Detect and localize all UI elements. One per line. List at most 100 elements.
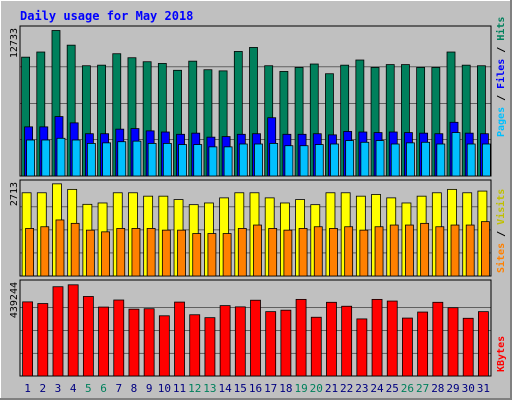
x-tick-label-day-14: 14 bbox=[218, 382, 232, 395]
x-tick-label-day-26: 26 bbox=[401, 382, 414, 395]
panel-hits-files-pages: 12733 bbox=[9, 25, 492, 177]
bar-kbytes-day-19 bbox=[295, 298, 307, 377]
x-tick-label-day-6: 6 bbox=[100, 382, 107, 395]
bar-sites-day-7 bbox=[116, 228, 126, 277]
bar-sites-day-21 bbox=[329, 228, 338, 277]
bar-kbytes-day-28 bbox=[432, 301, 444, 377]
bar-sites-day-27 bbox=[420, 222, 430, 277]
bar-kbytes-day-27 bbox=[417, 311, 429, 377]
bar-sites-day-1 bbox=[25, 228, 34, 277]
bar-pages-day-3 bbox=[56, 137, 66, 177]
bar-pages-day-28 bbox=[436, 143, 446, 177]
x-tick-label-day-10: 10 bbox=[158, 382, 171, 395]
panel-max-label: 12733 bbox=[9, 28, 20, 58]
panel-visits-sites: 2713 bbox=[9, 179, 492, 277]
bar-kbytes-day-20 bbox=[310, 316, 322, 377]
bar-kbytes-day-26 bbox=[402, 317, 413, 377]
bar-kbytes-day-8 bbox=[128, 308, 140, 377]
bar-pages-day-2 bbox=[41, 139, 51, 177]
x-tick-label-day-5: 5 bbox=[85, 382, 92, 395]
x-tick-label-day-18: 18 bbox=[279, 382, 292, 395]
bar-pages-day-23 bbox=[360, 141, 370, 177]
bar-sites-day-14 bbox=[222, 233, 232, 277]
bar-pages-day-21 bbox=[330, 143, 339, 177]
bar-pages-day-18 bbox=[284, 145, 294, 177]
bar-pages-day-16 bbox=[254, 143, 263, 177]
bar-pages-day-10 bbox=[162, 143, 172, 177]
x-tick-label-day-3: 3 bbox=[55, 382, 62, 395]
bar-kbytes-day-5 bbox=[82, 296, 94, 377]
x-tick-label-day-20: 20 bbox=[310, 382, 323, 395]
bar-sites-day-5 bbox=[85, 229, 95, 277]
bar-kbytes-day-7 bbox=[113, 299, 125, 377]
x-tick-label-day-17: 17 bbox=[264, 382, 277, 395]
legend-item-hits: Hits bbox=[495, 17, 507, 41]
bar-pages-day-27 bbox=[421, 141, 431, 177]
bar-pages-day-19 bbox=[299, 145, 309, 177]
bar-kbytes-day-23 bbox=[356, 318, 368, 377]
bar-pages-day-20 bbox=[314, 144, 324, 177]
bar-sites-day-2 bbox=[40, 226, 50, 277]
bar-pages-day-5 bbox=[86, 143, 96, 177]
bar-kbytes-day-12 bbox=[189, 314, 201, 377]
bar-sites-day-28 bbox=[435, 226, 445, 277]
bar-pages-day-7 bbox=[117, 141, 127, 177]
x-tick-label-day-16: 16 bbox=[249, 382, 262, 395]
bar-pages-day-14 bbox=[223, 146, 233, 177]
x-tick-label-day-27: 27 bbox=[416, 382, 429, 395]
bar-pages-day-24 bbox=[375, 140, 385, 177]
bar-kbytes-day-15 bbox=[234, 306, 246, 377]
bar-pages-day-13 bbox=[208, 146, 218, 177]
x-tick-label-day-9: 9 bbox=[146, 382, 153, 395]
bar-kbytes-day-17 bbox=[265, 311, 277, 377]
chart-title: Daily usage for May 2018 bbox=[20, 9, 193, 23]
bar-sites-day-3 bbox=[55, 219, 65, 277]
bar-sites-day-30 bbox=[465, 224, 475, 277]
bar-pages-day-30 bbox=[466, 143, 476, 177]
bar-kbytes-day-22 bbox=[341, 305, 353, 377]
x-tick-label-day-15: 15 bbox=[234, 382, 247, 395]
bar-kbytes-day-18 bbox=[280, 309, 292, 377]
bar-sites-day-15 bbox=[237, 228, 247, 277]
bar-kbytes-day-21 bbox=[326, 301, 337, 377]
bar-sites-day-8 bbox=[131, 228, 141, 277]
x-tick-label-day-25: 25 bbox=[386, 382, 399, 395]
bar-kbytes-day-11 bbox=[174, 301, 185, 377]
bar-sites-day-18 bbox=[283, 229, 293, 277]
legend-item-kbytes: KBytes bbox=[496, 336, 507, 372]
x-tick-label-day-2: 2 bbox=[39, 382, 46, 395]
bar-pages-day-6 bbox=[102, 142, 111, 177]
legend-item-files: Files bbox=[495, 59, 507, 89]
x-axis-labels: 1 2 3 4 5 6 7 8 9 10 11 12 13 14 15 16 17 18 19 20 21 22 23 24 2… bbox=[24, 382, 490, 395]
bar-kbytes-day-25 bbox=[386, 300, 398, 377]
bar-kbytes-day-6 bbox=[98, 306, 109, 377]
legend-visits-sites: Sites / Visits bbox=[495, 189, 507, 273]
bar-sites-day-13 bbox=[207, 233, 217, 277]
series-pages bbox=[26, 132, 491, 177]
bar-sites-day-20 bbox=[313, 226, 323, 277]
bar-sites-day-31 bbox=[481, 221, 490, 277]
bar-sites-day-16 bbox=[253, 224, 262, 277]
bar-sites-day-9 bbox=[146, 228, 156, 277]
legend-item-sites: Sites bbox=[495, 243, 507, 273]
x-tick-label-day-28: 28 bbox=[431, 382, 444, 395]
bar-kbytes-day-14 bbox=[219, 305, 231, 377]
x-tick-label-day-24: 24 bbox=[370, 382, 384, 395]
x-tick-label-day-31: 31 bbox=[477, 382, 490, 395]
bar-pages-day-31 bbox=[482, 143, 491, 177]
x-tick-label-day-1: 1 bbox=[24, 382, 31, 395]
bar-kbytes-day-16 bbox=[250, 299, 261, 377]
bar-kbytes-day-4 bbox=[67, 284, 79, 377]
bar-kbytes-day-29 bbox=[447, 307, 459, 377]
bar-sites-day-24 bbox=[374, 226, 384, 277]
legend-hits-files-pages: Pages / Files / Hits bbox=[495, 17, 507, 137]
bar-sites-day-19 bbox=[298, 228, 308, 277]
x-tick-label-day-13: 13 bbox=[203, 382, 216, 395]
legend-item-pages: Pages bbox=[496, 107, 507, 137]
x-tick-label-day-8: 8 bbox=[131, 382, 138, 395]
panel-kbytes: 439244 bbox=[9, 279, 492, 377]
bar-sites-day-12 bbox=[192, 233, 202, 277]
legend-separator: / bbox=[496, 225, 507, 243]
x-tick-label-day-30: 30 bbox=[462, 382, 475, 395]
